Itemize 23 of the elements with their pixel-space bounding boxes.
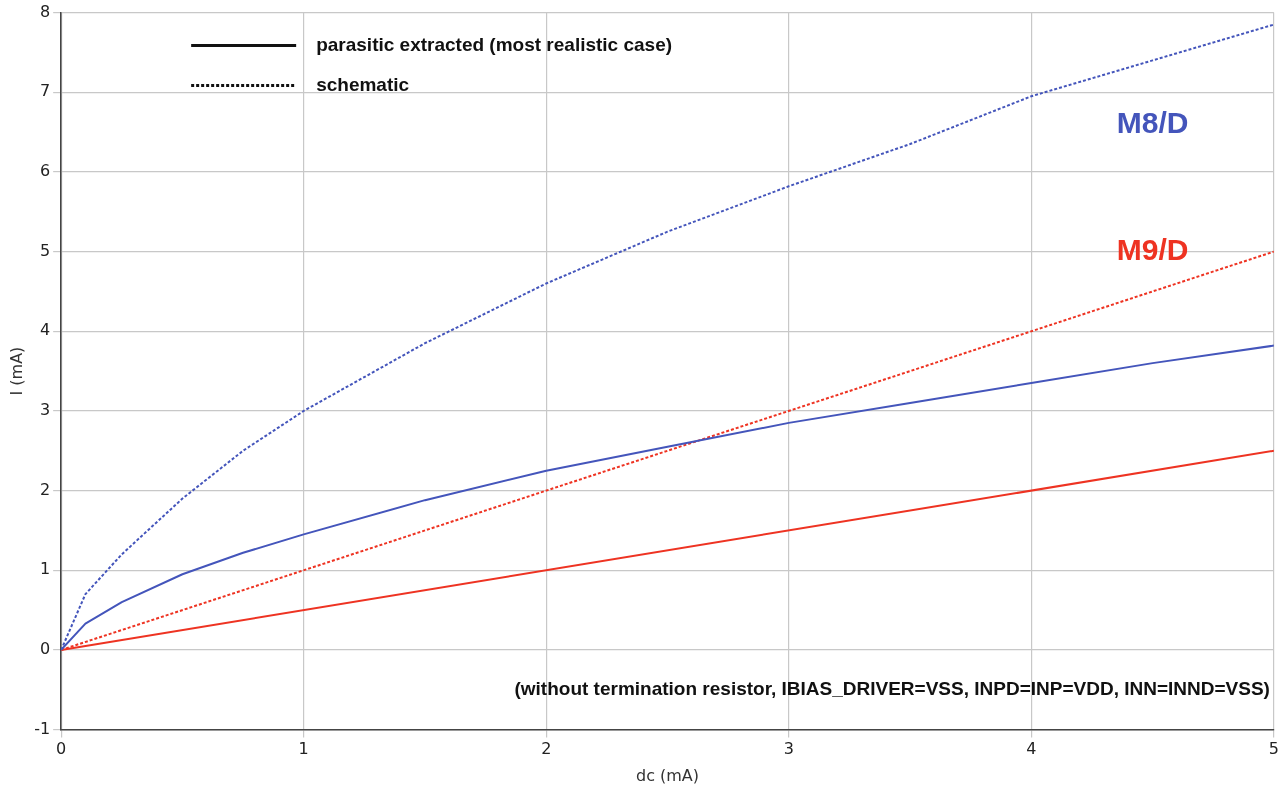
x-tick-label: 4 <box>1026 739 1037 759</box>
x-axis-title: dc (mA) <box>636 765 700 785</box>
x-tick-label: 0 <box>56 739 67 759</box>
x-tick-label: 5 <box>1268 739 1279 759</box>
y-tick-label: 1 <box>39 559 51 579</box>
y-tick-label: 4 <box>39 320 51 340</box>
annotation: M8/D <box>1116 105 1189 139</box>
y-tick-label: 3 <box>39 400 51 420</box>
y-tick-label: -1 <box>34 718 51 738</box>
annotation: parasitic extracted (most realistic case) <box>316 33 673 55</box>
annotation: schematic <box>316 73 410 95</box>
x-tick-label: 1 <box>298 739 309 759</box>
y-tick-label: 7 <box>39 81 51 101</box>
annotation: M9/D <box>1116 232 1189 266</box>
annotation: (without termination resistor, IBIAS_DRIVER=VSS, INPD=INP=VDD, INN=INND=VSS) <box>514 678 1270 699</box>
x-tick-label: 2 <box>541 739 552 759</box>
y-tick-label: 6 <box>39 161 51 181</box>
y-tick-label: 8 <box>39 1 51 21</box>
y-tick-label: 0 <box>39 639 51 659</box>
y-tick-label: 5 <box>39 240 51 260</box>
y-axis-title: I (mA) <box>6 346 26 396</box>
x-tick-label: 3 <box>783 739 794 759</box>
y-tick-label: 2 <box>39 479 51 499</box>
